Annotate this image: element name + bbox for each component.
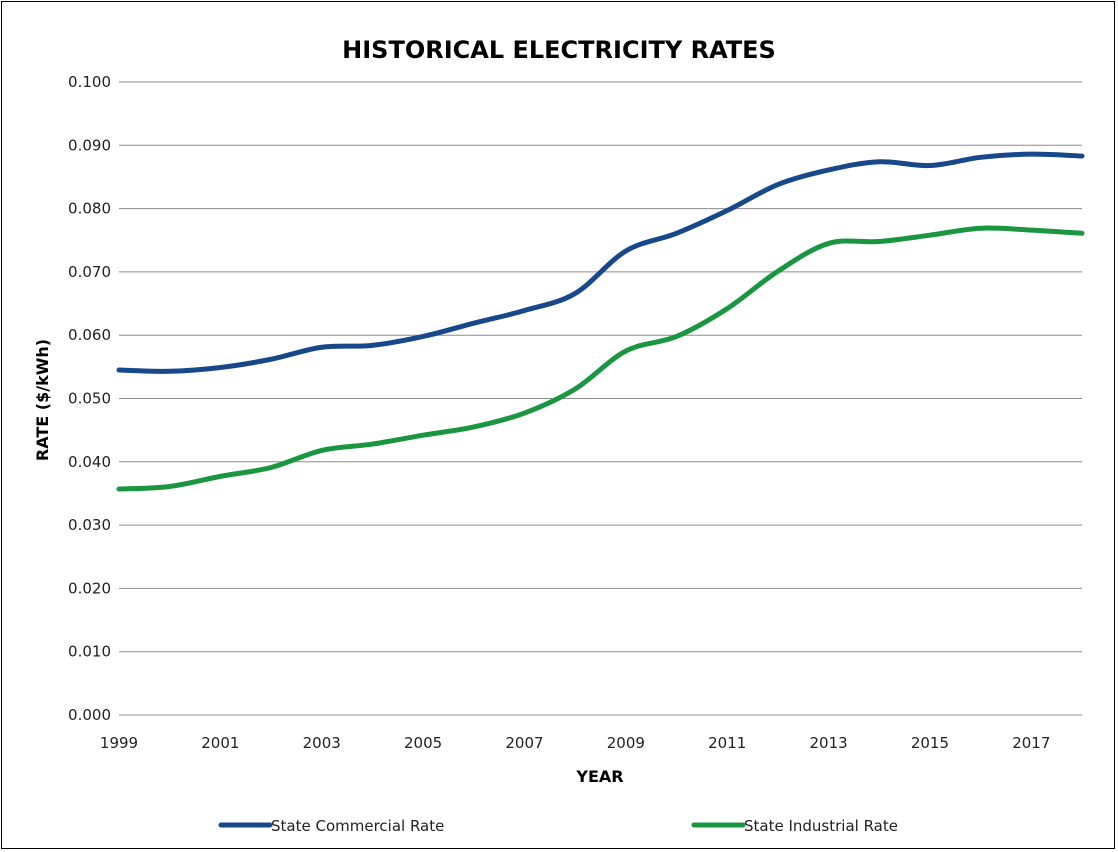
- legend-label-state-industrial-rate: State Industrial Rate: [744, 817, 898, 835]
- legend-label-state-commercial-rate: State Commercial Rate: [271, 817, 444, 835]
- x-tick-label: 2007: [505, 734, 543, 752]
- series-lines: [116, 151, 1085, 492]
- y-tick-label: 0.040: [68, 453, 111, 471]
- series-line-state-industrial-rate: [116, 225, 1085, 492]
- x-axis-tick-labels: 1999 2001 2003 2005 2007 2009 2011 2013 2015 2017: [100, 734, 1051, 752]
- y-tick-label: 0.050: [68, 390, 111, 408]
- x-tick-label: 2009: [607, 734, 645, 752]
- y-tick-label: 0.030: [68, 516, 111, 534]
- y-tick-label: 0.080: [68, 200, 111, 218]
- x-tick-label: 2003: [303, 734, 341, 752]
- y-axis-title: RATE ($/kWh): [33, 339, 52, 461]
- y-tick-label: 0.020: [68, 579, 111, 597]
- y-tick-label: 0.010: [68, 643, 111, 661]
- y-tick-label: 0.060: [68, 326, 111, 344]
- y-tick-label: 0.100: [68, 73, 111, 91]
- x-tick-label: 2005: [404, 734, 442, 752]
- y-tick-label: 0.090: [68, 136, 111, 154]
- gridlines: [119, 81, 1082, 716]
- x-tick-label: 2015: [911, 734, 949, 752]
- y-axis-tick-labels: 0.000 0.010 0.020 0.030 0.040 0.050 0.060 0.070…: [68, 73, 111, 724]
- x-axis-title: YEAR: [575, 767, 623, 786]
- x-tick-label: 2013: [809, 734, 847, 752]
- series-line-state-commercial-rate: [116, 151, 1085, 374]
- x-tick-label: 1999: [100, 734, 138, 752]
- y-tick-label: 0.070: [68, 263, 111, 281]
- x-tick-label: 2011: [708, 734, 746, 752]
- legend: State Commercial Rate State Industrial Ra…: [218, 817, 898, 835]
- x-tick-label: 2001: [201, 734, 239, 752]
- x-tick-label: 2017: [1012, 734, 1050, 752]
- y-tick-label: 0.000: [68, 706, 111, 724]
- chart-title: HISTORICAL ELECTRICITY RATES: [342, 36, 776, 64]
